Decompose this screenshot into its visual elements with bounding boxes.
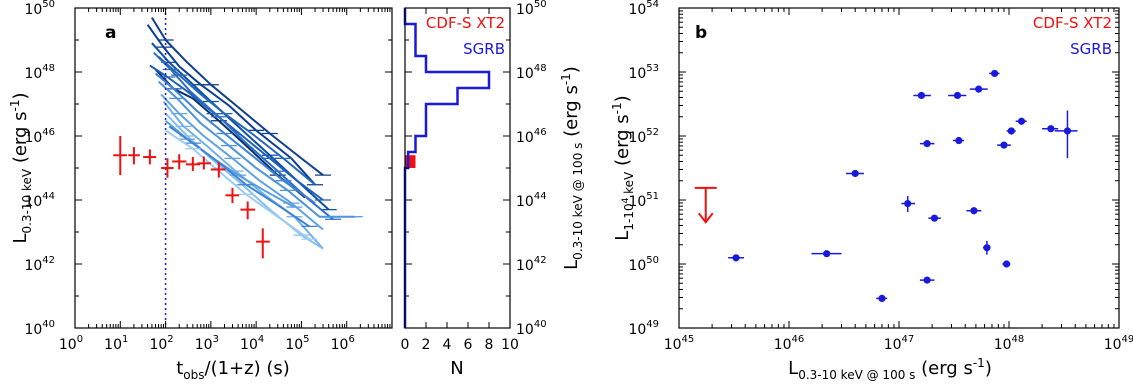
x-tick-label-hist: 0: [401, 337, 410, 353]
y-tick-label-hist: 1050: [516, 0, 547, 18]
legend-sgrb-a: SGRB: [463, 40, 505, 58]
y-tick-label-a: 1040: [24, 319, 55, 338]
y-tick-label-a: 1046: [24, 127, 55, 146]
sgrb-point: [1000, 141, 1008, 149]
legend-xt2-a: CDF-S XT2: [426, 14, 505, 32]
y-tick-label-b: 1053: [628, 63, 659, 82]
x-tick-label-a: 100: [59, 334, 83, 353]
x-tick-label-a: 103: [195, 334, 219, 353]
sgrb-point: [991, 69, 999, 78]
x-axis-label-b: L0.3-10 keV @ 100 s (erg s-1): [788, 356, 992, 382]
x-tick-label-b: 1045: [664, 334, 695, 353]
sgrb-point: [917, 91, 926, 100]
sgrb-point: [878, 294, 886, 303]
sgrb-point: [1017, 117, 1026, 125]
plot-frame-b: [678, 7, 1120, 329]
sgrb-point: [923, 140, 931, 148]
sgrb-point: [851, 169, 859, 178]
sgrb-point: [953, 91, 962, 100]
sgrb-curve: [157, 55, 316, 186]
x-tick-label-a: 102: [149, 334, 173, 353]
y-tick-label-b: 1051: [628, 191, 659, 210]
y-tick-label-hist: 1048: [516, 63, 547, 82]
y-axis-label-a: L0.3-10 keV (erg s-1): [8, 92, 34, 243]
x-tick-label-hist: 2: [422, 337, 431, 353]
sgrb-lightcurves: [146, 17, 363, 250]
panel-label-b: b: [695, 23, 707, 43]
x-tick-label-a: 105: [285, 334, 309, 353]
x-axis-label-hist: N: [450, 358, 463, 379]
panel-b: 1045 1046 1047 1048 1049 1049 1050 1051 1052 1053…: [610, 0, 1133, 382]
x-axis-label-a: tobs/(1+z) (s): [176, 358, 290, 382]
x-tick-label-b: 1048: [994, 334, 1025, 353]
sgrb-curve: [168, 125, 310, 228]
panel-a: 100 101 102 103 104 105 106 1040 1042 1044 1046 104…: [8, 0, 393, 382]
y-tick-label-hist: 1042: [516, 255, 547, 274]
sgrb-curve: [165, 129, 310, 240]
sgrb-point: [732, 254, 740, 262]
sgrb-point: [983, 244, 991, 252]
panel-label-a: a: [105, 23, 116, 43]
sgrb-point: [1063, 127, 1072, 135]
y-tick-label-b: 1050: [628, 255, 659, 274]
x-tick-label-a: 106: [331, 334, 355, 353]
sgrb-curve: [151, 17, 324, 176]
y-tick-label-b: 1054: [628, 0, 659, 18]
sgrb-point: [1007, 127, 1015, 135]
y-tick-label-hist: 1046: [516, 127, 547, 146]
x-tick-label-hist: 10: [501, 337, 519, 353]
x-tick-label-hist: 6: [464, 337, 473, 353]
x-tick-label-b: 1047: [884, 334, 915, 353]
sgrb-curve: [164, 112, 324, 250]
sgrb-point: [955, 136, 963, 145]
y-tick-label-hist: 1044: [516, 191, 547, 210]
y-tick-label-hist: 1040: [516, 319, 547, 338]
sgrb-point: [1047, 125, 1055, 133]
y-axis-label-b: L1-104 keV (erg s-1): [610, 95, 636, 240]
legend-sgrb-b: SGRB: [1070, 40, 1112, 58]
y-tick-label-b: 1052: [628, 127, 659, 146]
x-tick-label-a: 104: [240, 334, 264, 353]
sgrb-point: [823, 250, 831, 258]
y-tick-label-b: 1049: [628, 319, 659, 338]
plot-frame-a: [74, 7, 393, 329]
sgrb-point: [1002, 260, 1011, 268]
y-tick-label-a: 1048: [24, 63, 55, 82]
x-tick-label-a: 101: [104, 334, 128, 353]
y-tick-label-a: 1044: [24, 191, 55, 210]
sgrb-points: [728, 69, 1078, 303]
sgrb-point: [923, 276, 931, 284]
legend-xt2-b: CDF-S XT2: [1033, 14, 1112, 32]
xt2-hist-bar: [405, 155, 416, 168]
sgrb-point: [975, 85, 983, 93]
sgrb-point: [930, 214, 939, 222]
sgrb-point: [904, 199, 912, 208]
x-tick-label-b: 1049: [1104, 334, 1133, 353]
sgrb-hist-outline: [403, 8, 491, 328]
sgrb-curve: [146, 24, 316, 186]
y-axis-label-hist: L0.3-10 keV @ 100 s (erg s-1): [559, 66, 585, 270]
axis-ticks-a: 100 101 102 103 104 105 106 1040 1042 1044 1046 104…: [24, 0, 392, 353]
xt2-lightcurve: [113, 136, 270, 259]
y-tick-label-a: 1050: [24, 0, 55, 18]
upper-limit-arrowhead: [697, 212, 714, 224]
sgrb-curve: [157, 80, 355, 218]
sgrb-point: [970, 207, 978, 215]
y-tick-label-a: 1042: [24, 255, 55, 274]
histogram-bars: [403, 8, 491, 328]
x-tick-label-hist: 4: [443, 337, 452, 353]
axis-ticks-b: 1045 1046 1047 1048 1049 1049 1050 1051 1052 1053…: [628, 0, 1133, 353]
xt2-upper-limit: [694, 186, 717, 224]
x-tick-label-b: 1046: [774, 334, 805, 353]
x-tick-label-hist: 8: [485, 337, 494, 353]
